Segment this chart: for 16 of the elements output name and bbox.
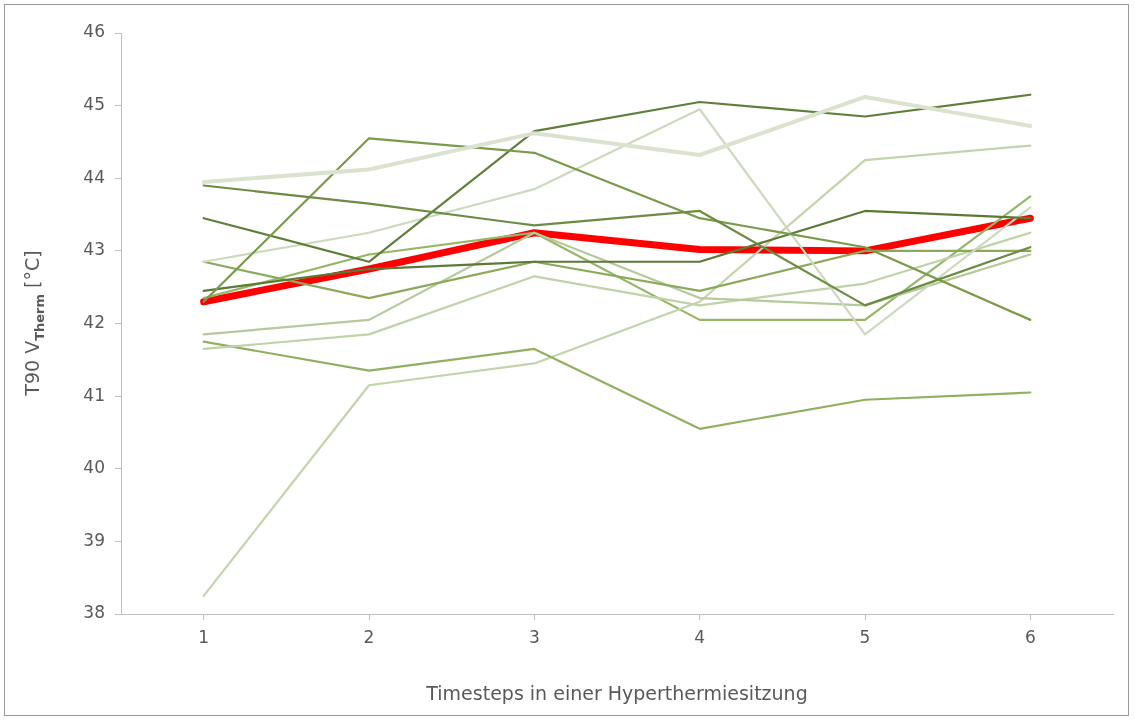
x-tick-label: 3 (528, 626, 540, 647)
y-tick-label: 41 (83, 384, 105, 405)
y-tick-label: 42 (83, 311, 105, 332)
y-tick-label: 44 (83, 166, 105, 187)
x-tick-label: 4 (694, 626, 706, 647)
x-tick-label: 5 (859, 626, 871, 647)
y-tick-label: 39 (83, 529, 105, 550)
y-tick-label: 45 (83, 94, 105, 115)
y-tick-label: 40 (83, 457, 105, 478)
y-tick-label: 38 (83, 602, 105, 623)
x-tick-label: 1 (198, 626, 210, 647)
x-tick-label: 2 (363, 626, 375, 647)
y-tick-label: 46 (83, 21, 105, 42)
x-tick-label: 6 (1024, 626, 1036, 647)
y-tick-label: 43 (83, 239, 105, 260)
x-axis-title: Timesteps in einer Hyperthermiesitzung (425, 681, 808, 704)
